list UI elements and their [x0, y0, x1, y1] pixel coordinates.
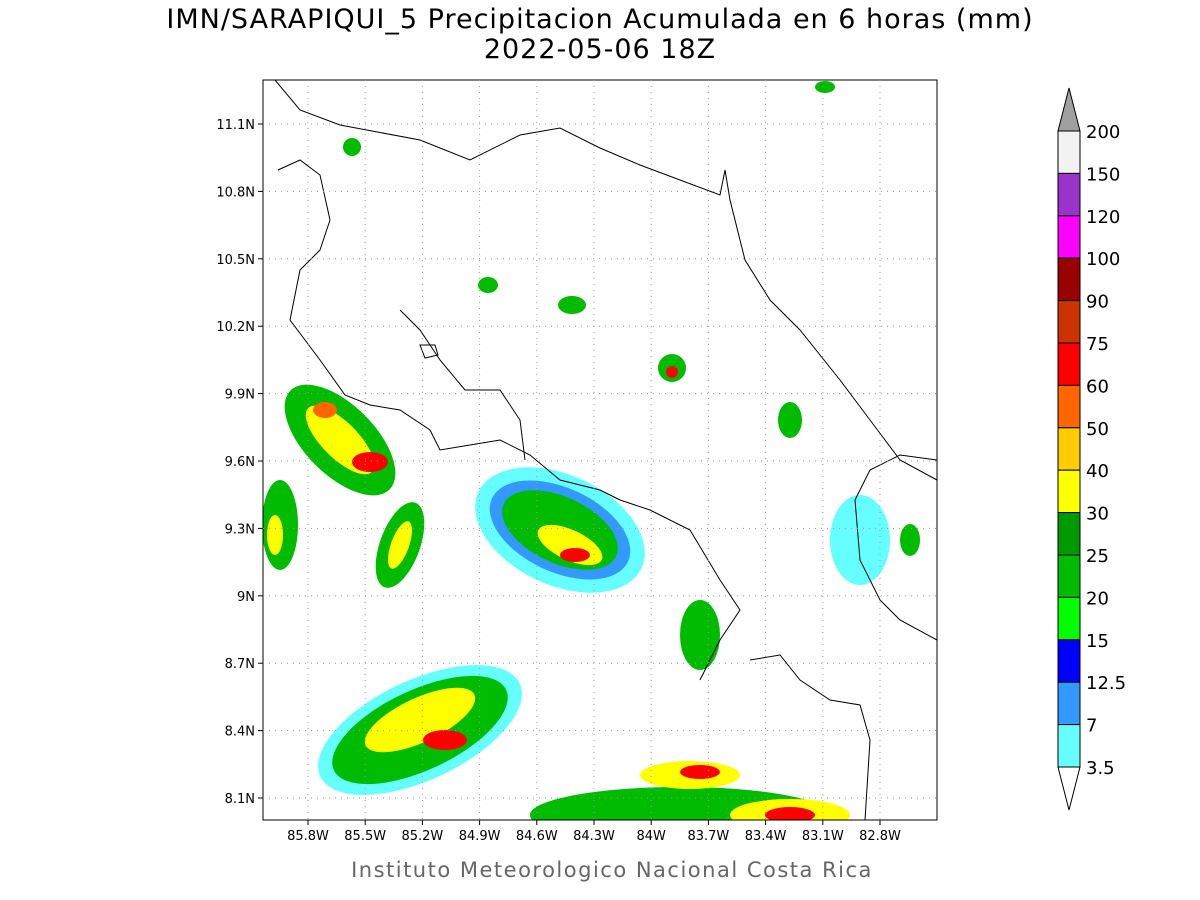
colorbar-label: 12.5 [1086, 673, 1126, 694]
colorbar-segment [1057, 172, 1081, 217]
colorbar-segment [1057, 130, 1081, 174]
colorbar-segment [1057, 342, 1081, 386]
colorbar-label: 60 [1086, 376, 1109, 397]
colorbar-label: 7 [1086, 716, 1097, 737]
lat-label: 10.8N [216, 185, 255, 200]
colorbar-label: 20 [1086, 588, 1109, 609]
lat-label: 9.3N [225, 522, 255, 537]
colorbar-label: 25 [1086, 546, 1109, 567]
lon-label: 82.8W [859, 829, 901, 844]
colorbar-segment [1057, 469, 1081, 514]
map-frame [262, 79, 938, 821]
colorbar-over [1057, 87, 1081, 132]
lat-label: 8.4N [225, 725, 255, 740]
lat-label: 10.2N [216, 320, 255, 335]
colorbar-segment [1057, 215, 1081, 259]
lat-label: 11.1N [216, 118, 255, 133]
rain-cell [475, 467, 645, 593]
colorbar-label: 150 [1086, 164, 1120, 185]
lon-label: 83.4W [745, 829, 787, 844]
lon-label: 85.2W [401, 829, 443, 844]
lat-label: 9.9N [225, 388, 255, 403]
lon-label: 84W [636, 829, 666, 844]
colorbar-segment [1057, 427, 1081, 471]
colorbar-label: 3.5 [1086, 758, 1115, 779]
lon-label: 83.1W [802, 829, 844, 844]
colorbar-segment [1057, 554, 1081, 598]
colorbar-label: 200 [1086, 122, 1120, 143]
lon-label: 85.5W [344, 829, 386, 844]
lat-label: 9.6N [225, 455, 255, 470]
rain-cell [263, 81, 920, 820]
subtitle: 2022-05-06 18Z [484, 34, 716, 65]
colorbar-segment [1057, 257, 1081, 302]
colorbar-label: 40 [1086, 461, 1109, 482]
lon-label: 84.6W [516, 829, 558, 844]
lat-label: 8.1N [225, 792, 255, 807]
coastline [274, 80, 937, 820]
rain-cell [284, 384, 396, 496]
colorbar-segment [1057, 596, 1081, 641]
lon-label: 83.7W [687, 829, 729, 844]
colorbar-segment [1057, 384, 1081, 429]
lon-label: 85.8W [287, 829, 329, 844]
colorbar-segment [1057, 724, 1081, 768]
lat-label: 8.7N [225, 657, 255, 672]
lon-label: 84.9W [459, 829, 501, 844]
colorbar-label: 15 [1086, 631, 1109, 652]
colorbar-label: 75 [1086, 334, 1109, 355]
colorbar-segment [1057, 639, 1081, 683]
colorbar-label: 30 [1086, 504, 1109, 525]
title: IMN/SARAPIQUI_5 Precipitacion Acumulada … [166, 4, 1033, 35]
colorbar-segment [1057, 512, 1081, 556]
colorbar-label: 100 [1086, 249, 1120, 270]
footer: Instituto Meteorologico Nacional Costa R… [351, 858, 873, 882]
lon-label: 84.3W [573, 829, 615, 844]
lat-label: 9N [237, 590, 255, 605]
lat-label: 10.5N [216, 253, 255, 268]
colorbar-under [1057, 766, 1081, 811]
colorbar-segment [1057, 300, 1081, 344]
colorbar-label: 90 [1086, 292, 1109, 313]
precip-field [263, 81, 920, 820]
colorbar-label: 120 [1086, 207, 1120, 228]
colorbar-segment [1057, 681, 1081, 726]
rain-cell [318, 665, 522, 795]
colorbar-label: 50 [1086, 419, 1109, 440]
